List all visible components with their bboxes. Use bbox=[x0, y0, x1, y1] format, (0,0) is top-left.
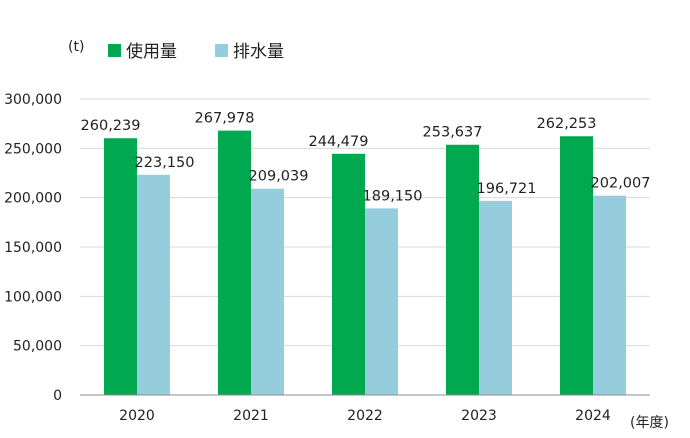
x-tick-label: 2020 bbox=[119, 408, 155, 424]
data-label: 260,239 bbox=[81, 118, 141, 134]
data-labels: 260,239 223,150 267,978 209,039 244,479 189,1… bbox=[81, 111, 651, 205]
bar-discharge bbox=[365, 208, 398, 395]
y-tick-label: 150,000 bbox=[4, 240, 62, 256]
y-axis-unit: (t) bbox=[68, 39, 84, 55]
data-label: 196,721 bbox=[477, 181, 537, 197]
legend: 使用量 排水量 bbox=[108, 41, 284, 62]
bar-usage bbox=[446, 144, 479, 395]
x-axis-tick-labels: 2020 2021 2022 2023 2024 bbox=[119, 408, 611, 424]
bar-usage bbox=[104, 138, 137, 396]
data-label: 267,978 bbox=[195, 111, 255, 127]
bars bbox=[104, 130, 626, 396]
x-tick-label: 2022 bbox=[347, 408, 383, 424]
x-tick-label: 2023 bbox=[461, 408, 497, 424]
data-label: 253,637 bbox=[423, 125, 483, 141]
legend-label: 使用量 bbox=[126, 41, 177, 62]
y-tick-label: 50,000 bbox=[13, 339, 62, 355]
y-tick-label: 200,000 bbox=[4, 191, 62, 207]
data-label: 189,150 bbox=[363, 188, 423, 204]
bar-discharge bbox=[251, 188, 284, 395]
y-tick-label: 250,000 bbox=[4, 141, 62, 157]
y-tick-label: 0 bbox=[53, 388, 62, 404]
legend-label: 排水量 bbox=[233, 42, 284, 62]
bar-discharge bbox=[137, 174, 170, 395]
y-tick-label: 300,000 bbox=[4, 92, 62, 108]
y-axis-tick-labels: 0 50,000 100,000 150,000 200,000 250,000 300,0… bbox=[4, 92, 62, 404]
legend-swatch bbox=[215, 44, 228, 57]
bar-usage bbox=[332, 153, 365, 395]
data-label: 209,039 bbox=[249, 169, 309, 185]
legend-swatch bbox=[108, 44, 121, 57]
bar-usage bbox=[560, 136, 593, 395]
data-label: 262,253 bbox=[537, 116, 597, 132]
x-tick-label: 2021 bbox=[233, 408, 269, 424]
x-axis-unit: (年度) bbox=[630, 415, 669, 431]
x-tick-label: 2024 bbox=[575, 408, 611, 424]
data-label: 202,007 bbox=[591, 176, 651, 192]
bar-discharge bbox=[479, 200, 512, 395]
bar-usage bbox=[218, 130, 251, 396]
y-tick-label: 100,000 bbox=[4, 289, 62, 305]
data-label: 223,150 bbox=[135, 155, 195, 171]
data-label: 244,479 bbox=[309, 134, 369, 150]
bar-discharge bbox=[593, 195, 626, 395]
